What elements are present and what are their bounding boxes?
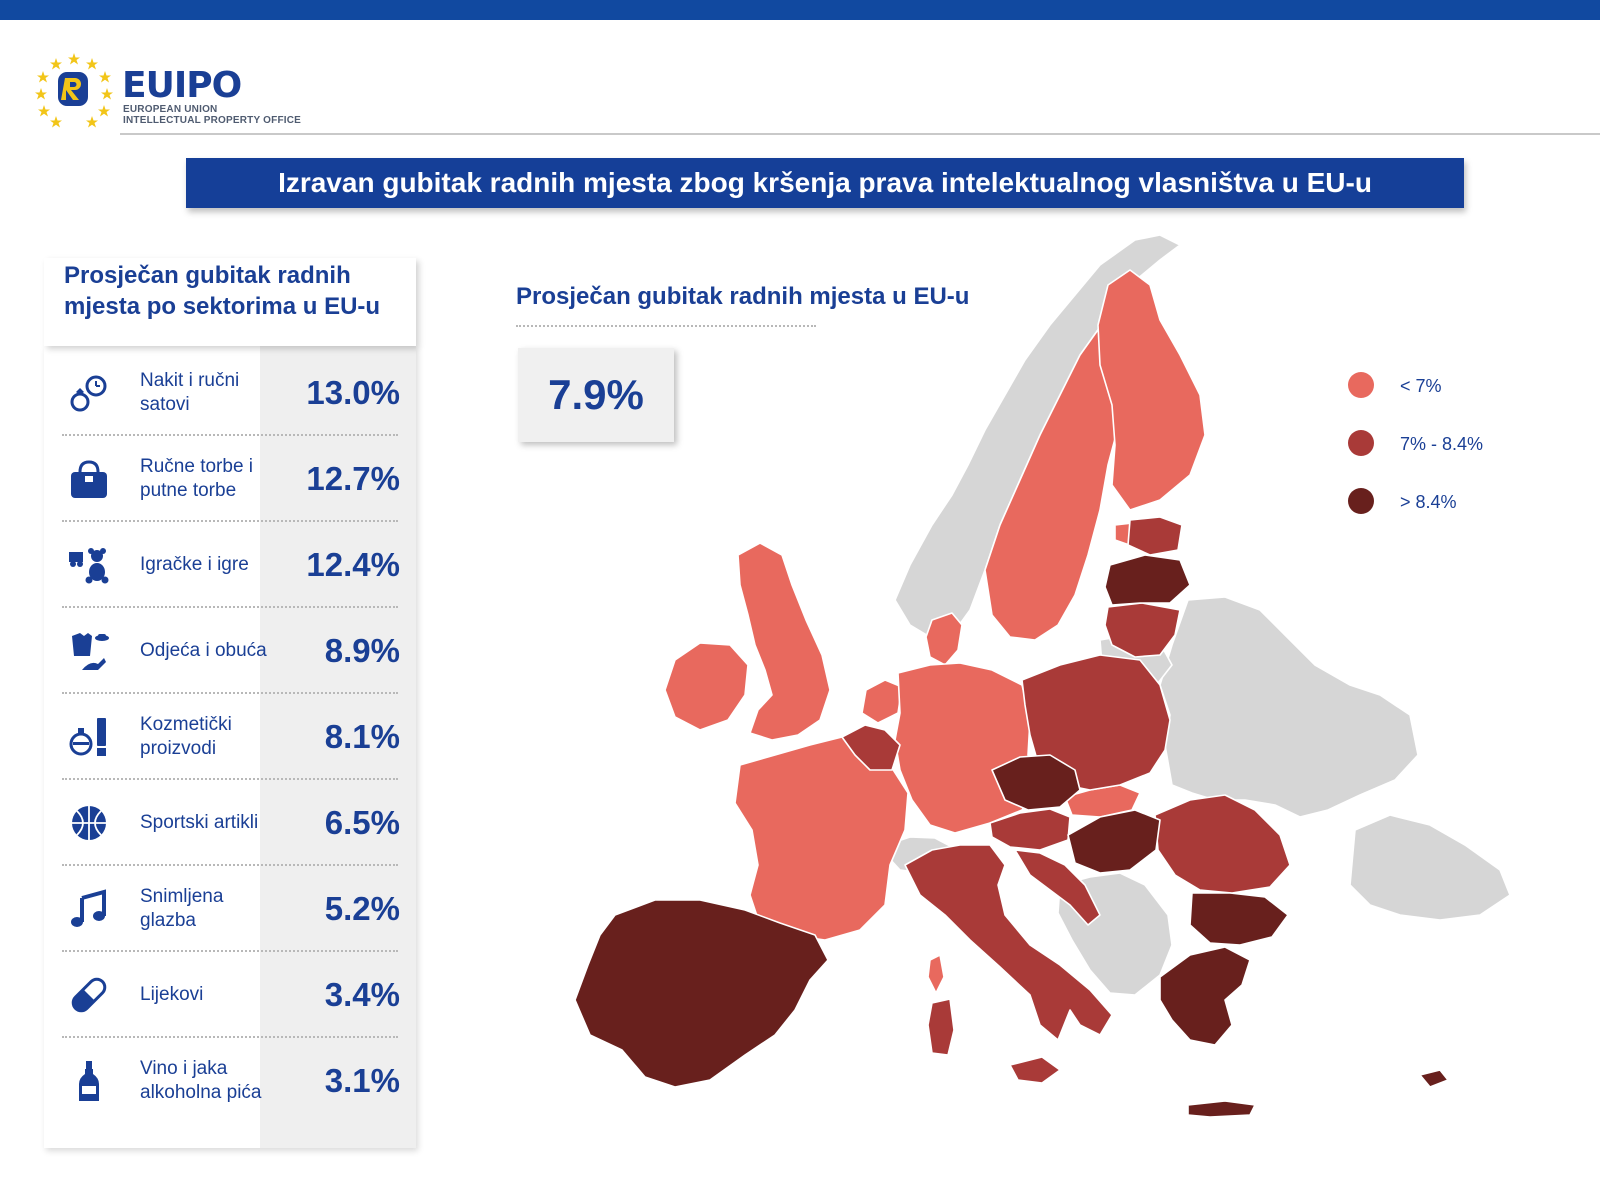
logo-wordmark: EUIPO	[122, 65, 242, 106]
sector-label: Vino i jaka alkoholna pića	[140, 1058, 262, 1103]
values-column-background	[260, 346, 416, 1148]
map-region-lithuania	[1104, 602, 1181, 658]
map-region-romania	[1154, 794, 1291, 894]
music-note-icon	[68, 888, 110, 930]
sector-label: Ručne torbe i putne torbe	[140, 456, 254, 501]
cosmetics-icon	[68, 716, 110, 758]
basketball-icon	[68, 802, 110, 844]
sector-value: 5.2%	[324, 890, 400, 927]
map-region-slovenia-croatia	[1014, 849, 1101, 926]
watch-ring-icon	[68, 372, 110, 414]
sector-value: 8.1%	[324, 718, 400, 755]
map-region-poland	[1021, 654, 1171, 791]
sector-row: Kozmetički proizvodi 8.1%	[44, 694, 416, 780]
map-region-denmark	[925, 612, 963, 666]
sector-row: Sportski artikli 6.5%	[44, 780, 416, 866]
legend-swatch-low	[1348, 372, 1374, 398]
sector-divider	[62, 692, 398, 694]
map-region-italy	[904, 844, 1113, 1041]
map-region-bulgaria	[1189, 892, 1289, 946]
map-region-greece	[1159, 946, 1251, 1046]
map-region-netherlands	[861, 679, 903, 724]
sector-row: Igračke i igre 12.4%	[44, 522, 416, 608]
sector-label: Odjeća i obuća	[140, 640, 267, 661]
logo-subline: EUROPEAN UNION INTELLECTUAL PROPERTY OFF…	[123, 104, 302, 126]
sector-label: Igračke i igre	[140, 554, 249, 575]
legend-label-low: < 7%	[1400, 376, 1442, 396]
sectors-panel-title: Prosječan gubitak radnih mjesta po sekto…	[64, 262, 381, 320]
map-region-ireland	[664, 642, 749, 731]
page-title: Izravan gubitak radnih mjesta zbog kršen…	[186, 158, 1464, 208]
sector-divider	[62, 950, 398, 952]
sector-label: Snimljena glazba	[140, 886, 224, 931]
map-region-finland	[1097, 269, 1206, 511]
map-region-germany	[894, 662, 1041, 834]
bottle-icon	[68, 1060, 110, 1102]
sector-divider	[62, 1036, 398, 1038]
map-region-corsica	[927, 954, 945, 994]
sector-value: 12.4%	[306, 546, 400, 583]
euipo-logo: EUIPO EUROPEAN UNION INTELLECTUAL PROPER…	[34, 50, 334, 130]
sector-value: 8.9%	[324, 632, 400, 669]
toys-icon	[68, 544, 110, 586]
clothing-icon	[68, 630, 110, 672]
sector-row: Lijekovi 3.4%	[44, 952, 416, 1038]
sector-value: 3.1%	[324, 1062, 400, 1099]
sector-divider	[62, 778, 398, 780]
sector-row: Nakit i ručni satovi 13.0%	[44, 350, 416, 436]
sector-divider	[62, 520, 398, 522]
legend-swatch-mid	[1348, 430, 1374, 456]
legend-swatch-high	[1348, 488, 1374, 514]
sector-value: 3.4%	[324, 976, 400, 1013]
sector-value: 13.0%	[306, 374, 400, 411]
map-region-estonia-mid	[1127, 516, 1183, 556]
legend-label-high: > 8.4%	[1400, 492, 1457, 512]
map-region-turkey-caucasus	[1349, 814, 1511, 921]
map-title-divider	[516, 325, 816, 327]
legend-item-mid: 7% - 8.4%	[1348, 428, 1548, 458]
map-region-eastern-europe	[1159, 596, 1419, 818]
sectors-panel: Prosječan gubitak radnih mjesta po sekto…	[44, 258, 416, 1148]
legend-item-high: > 8.4%	[1348, 486, 1548, 516]
sector-label: Sportski artikli	[140, 812, 259, 833]
map-region-austria	[989, 808, 1071, 851]
top-accent-bar	[0, 0, 1600, 20]
map-legend: < 7% 7% - 8.4% > 8.4%	[1348, 370, 1548, 530]
map-region-uk	[737, 542, 831, 741]
sector-row: Snimljena glazba 5.2%	[44, 866, 416, 952]
map-region-norway	[894, 234, 1181, 638]
legend-item-low: < 7%	[1348, 370, 1548, 400]
sector-label: Lijekovi	[140, 984, 204, 1005]
sector-list: Nakit i ručni satovi 13.0% Ručne torbe i p…	[44, 346, 416, 1148]
pill-icon	[68, 974, 110, 1016]
map-region-latvia	[1104, 554, 1191, 606]
sector-divider	[62, 434, 398, 436]
eu-average-value: 7.9%	[518, 348, 674, 442]
sector-row: Ručne torbe i putne torbe 12.7%	[44, 436, 416, 522]
sector-divider	[62, 864, 398, 866]
header-divider	[120, 133, 1600, 135]
map-region-belgium	[841, 724, 901, 771]
sector-row: Vino i jaka alkoholna pića 3.1%	[44, 1038, 416, 1124]
map-region-iberia	[574, 899, 829, 1088]
sector-divider	[62, 606, 398, 608]
map-region-hungary	[1067, 809, 1161, 874]
map-title: Prosječan gubitak radnih mjesta u EU-u	[516, 283, 970, 310]
sector-label: Nakit i ručni satovi	[140, 370, 240, 415]
sector-row: Odjeća i obuća 8.9%	[44, 608, 416, 694]
sector-value: 12.7%	[306, 460, 400, 497]
map-region-czechia	[991, 754, 1081, 811]
map-region-crete	[1187, 1100, 1256, 1118]
map-region-cyprus	[1419, 1069, 1449, 1088]
sector-label: Kozmetički proizvodi	[140, 714, 232, 759]
sectors-panel-body: Nakit i ručni satovi 13.0% Ručne torbe i p…	[44, 346, 416, 1148]
map-region-sicily	[1009, 1056, 1061, 1084]
europe-choropleth-map	[574, 234, 1511, 1118]
map-region-sardinia	[927, 998, 955, 1056]
sectors-panel-header: Prosječan gubitak radnih mjesta po sekto…	[44, 258, 416, 346]
legend-label-mid: 7% - 8.4%	[1400, 434, 1484, 454]
sector-value: 6.5%	[324, 804, 400, 841]
handbag-icon	[68, 458, 110, 500]
eu-stars-logo-icon	[35, 53, 113, 128]
